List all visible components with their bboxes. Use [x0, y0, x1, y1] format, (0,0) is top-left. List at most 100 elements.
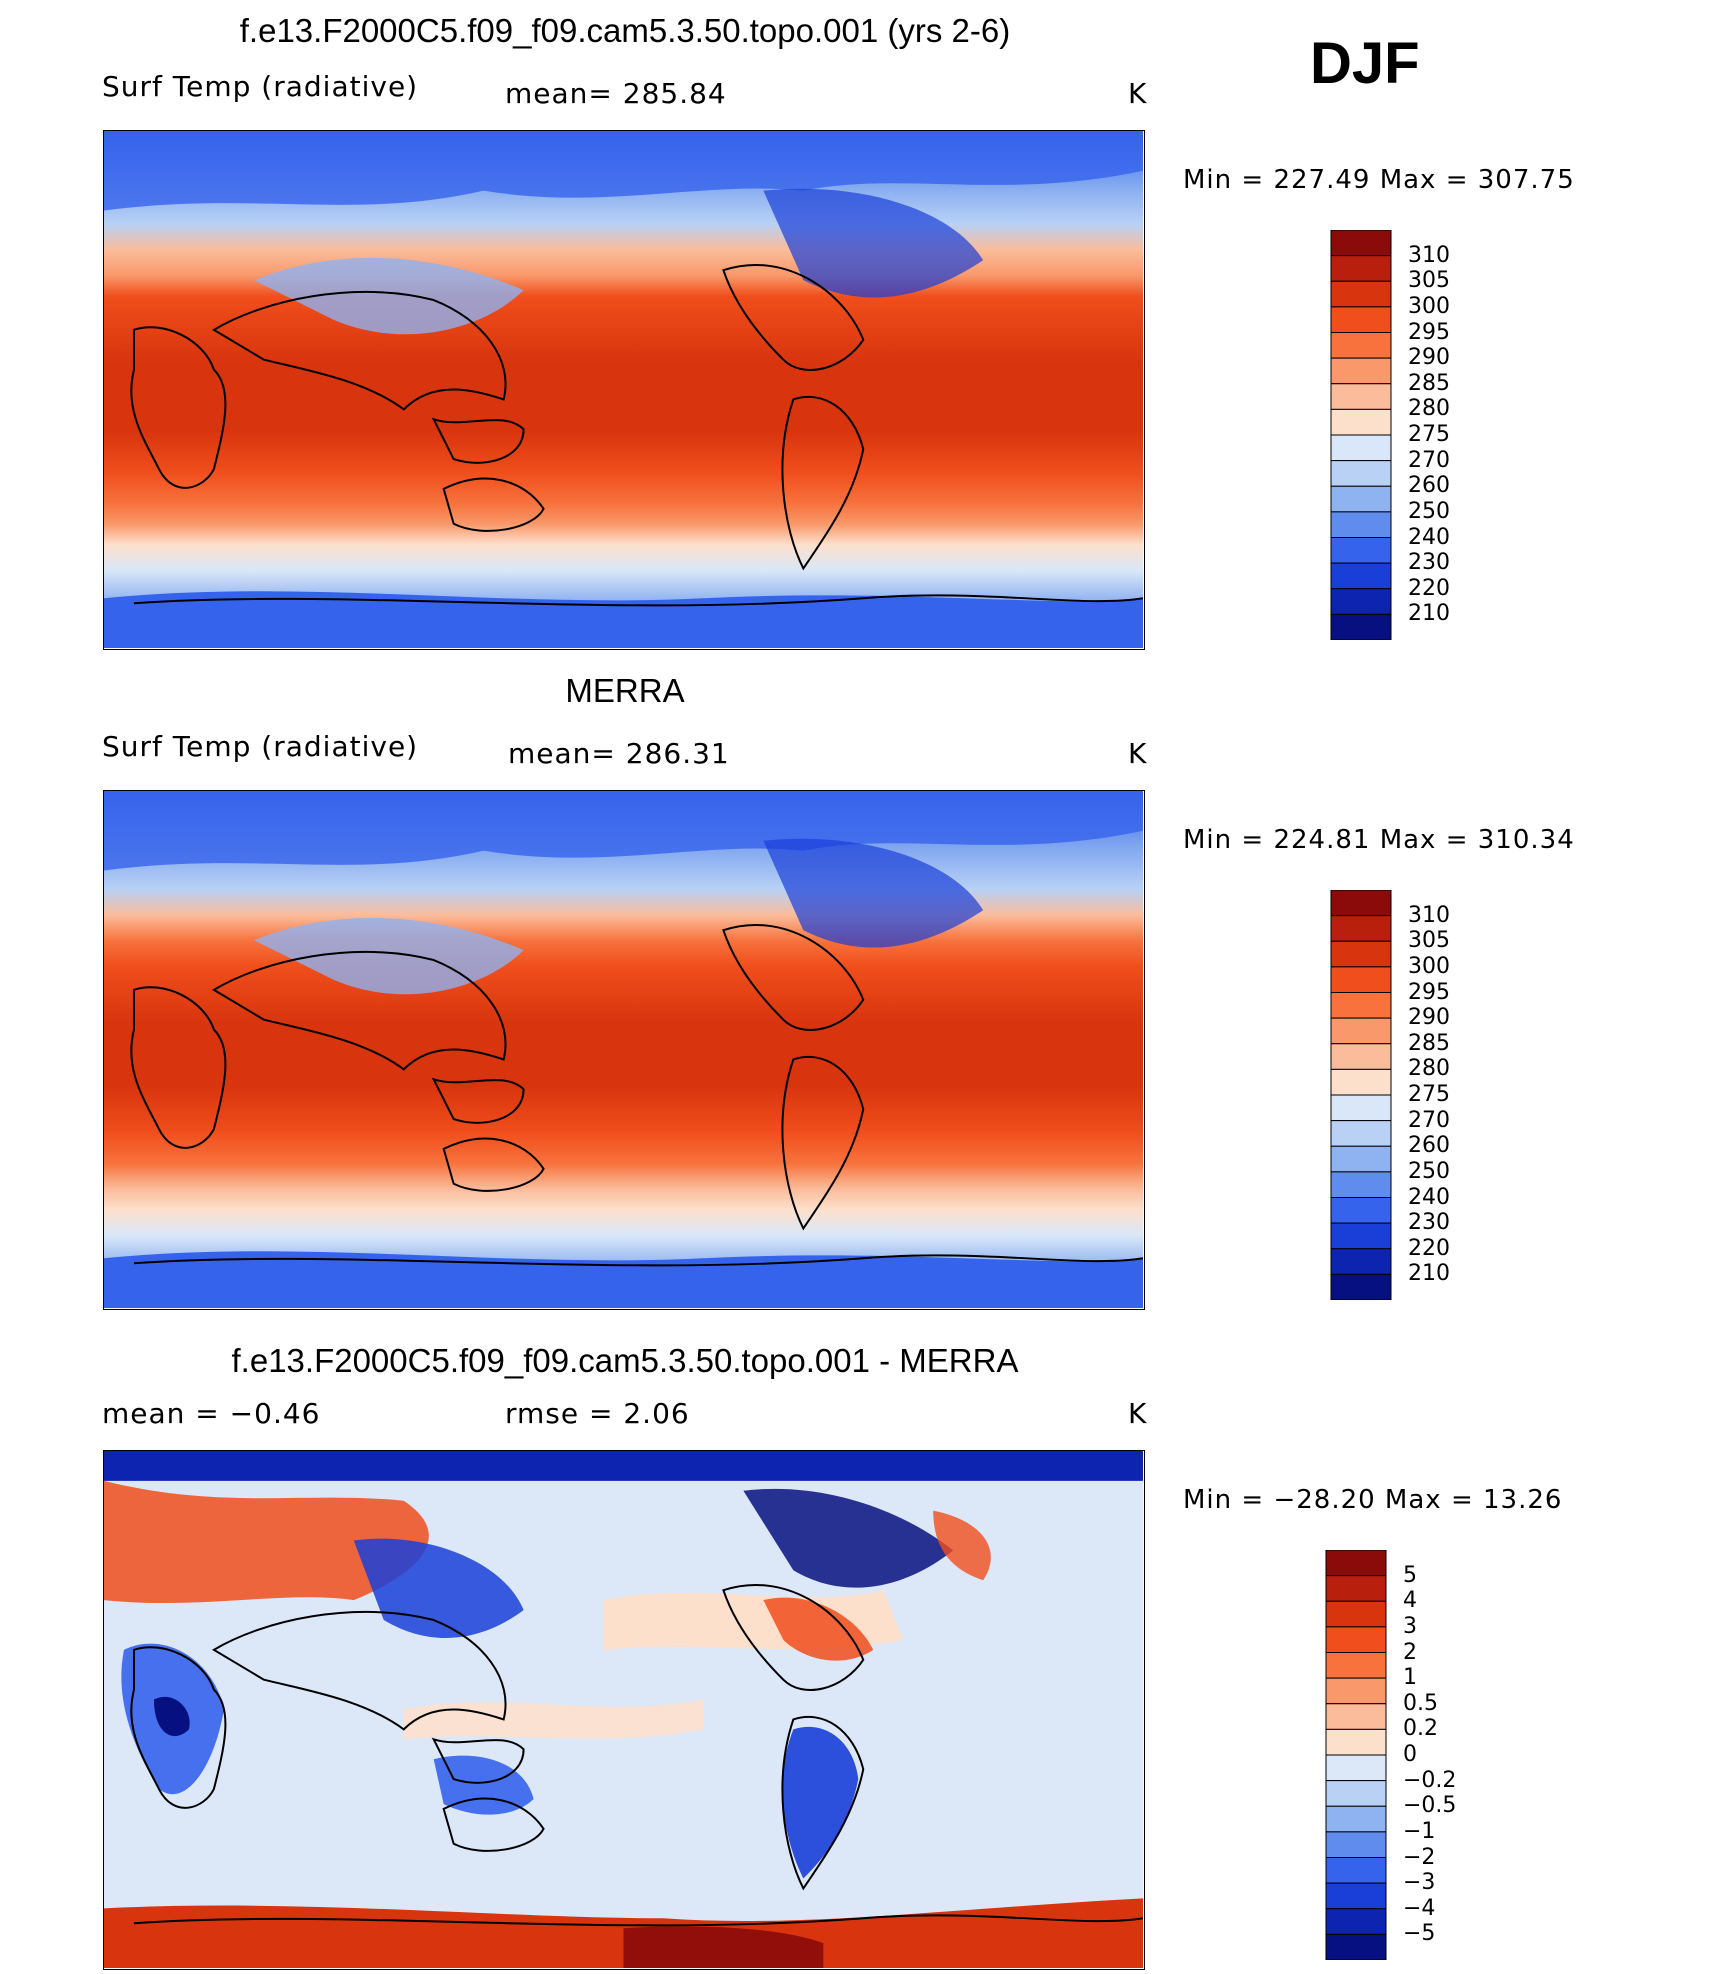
difference-map	[103, 1450, 1145, 1970]
colorbar-swatch	[1330, 511, 1392, 538]
panel-title-diff: f.e13.F2000C5.f09_f09.cam5.3.50.topo.001…	[231, 1342, 1019, 1379]
colorbar-labels-diff: 5 4 3 2 1 0.5 0.2 0 −0.2 −0.5 −1 −2 −3 −4 −5	[1403, 1550, 1483, 1960]
colorbar-swatch	[1325, 1728, 1387, 1756]
colorbar-swatch	[1330, 434, 1392, 462]
colorbar-swatch	[1325, 1677, 1387, 1705]
panel-title-obs: MERRA	[565, 672, 685, 709]
colorbar-tick-label: 210	[1408, 1261, 1450, 1287]
colorbar-labels-model: 310 305 300 295 290 285 280 275 270 260 250 240 230 2…	[1408, 230, 1488, 640]
colorbar-tick-label: 310	[1408, 902, 1450, 928]
colorbar-tick-label: −2	[1403, 1844, 1436, 1870]
colorbar-tick-label: 275	[1408, 1082, 1450, 1107]
colorbar-swatch	[1330, 992, 1392, 1019]
colorbar-swatch	[1330, 255, 1392, 282]
panel-variable-label: Surf Temp (radiative)	[102, 70, 419, 103]
panel-mean-label: mean= 286.31	[508, 737, 730, 770]
colorbar-swatch	[1330, 230, 1392, 257]
colorbar-swatch	[1325, 1805, 1387, 1833]
colorbar-tick-label: 280	[1408, 1056, 1450, 1082]
colorbar-swatch	[1325, 1550, 1387, 1577]
colorbar-swatch	[1330, 383, 1392, 410]
colorbar-swatch	[1330, 966, 1392, 993]
panel-minmax-label: Min = −28.20 Max = 13.26	[1183, 1485, 1563, 1515]
colorbar-swatch	[1325, 1600, 1387, 1628]
colorbar-swatch	[1330, 1068, 1392, 1096]
colorbar-tick-label: 250	[1408, 498, 1450, 524]
panel-mean-label: mean = −0.46	[102, 1397, 321, 1430]
panel-units-label: K	[1128, 737, 1148, 770]
panel-minmax-label: Min = 227.49 Max = 307.75	[1183, 165, 1575, 195]
colorbar-labels-obs: 310 305 300 295 290 285 280 275 270 260 250 240 230 2…	[1408, 890, 1488, 1300]
panel-variable-label: Surf Temp (radiative)	[102, 730, 419, 763]
colorbar-diff	[1325, 1550, 1387, 1960]
colorbar-swatch	[1325, 1831, 1387, 1858]
colorbar-swatch	[1330, 408, 1392, 436]
colorbar-tick-label: 0.2	[1403, 1716, 1438, 1742]
colorbar-tick-label: 280	[1408, 396, 1450, 422]
colorbar-model	[1330, 230, 1392, 640]
colorbar-tick-label: 240	[1408, 1184, 1450, 1210]
colorbar-swatch	[1330, 562, 1392, 590]
colorbar-swatch	[1330, 1197, 1392, 1224]
colorbar-tick-label: 2	[1403, 1639, 1417, 1665]
colorbar-tick-label: 270	[1408, 447, 1450, 473]
colorbar-swatch	[1325, 1882, 1387, 1910]
colorbar-tick-label: 220	[1408, 575, 1450, 601]
colorbar-swatch	[1330, 1171, 1392, 1198]
colorbar-tick-label: 230	[1408, 1210, 1450, 1236]
colorbar-swatch	[1325, 1908, 1387, 1935]
colorbar-tick-label: 250	[1408, 1158, 1450, 1184]
colorbar-swatch	[1325, 1652, 1387, 1679]
panel-units-label: K	[1128, 1397, 1148, 1430]
panel-units-label: K	[1128, 77, 1148, 110]
colorbar-tick-label: −4	[1403, 1895, 1436, 1921]
colorbar-tick-label: 260	[1408, 473, 1450, 499]
colorbar-swatch	[1325, 1626, 1387, 1653]
colorbar-tick-label: 230	[1408, 550, 1450, 576]
colorbar-tick-label: 0.5	[1403, 1690, 1438, 1716]
colorbar-swatch	[1330, 357, 1392, 385]
panel-mean-label: mean= 285.84	[505, 77, 727, 110]
colorbar-tick-label: 1	[1403, 1665, 1417, 1691]
colorbar-tick-label: 285	[1408, 1030, 1450, 1056]
temperature-map-model	[103, 130, 1145, 650]
colorbar-tick-label: 3	[1403, 1613, 1417, 1639]
colorbar-swatch	[1325, 1933, 1387, 1960]
season-label: DJF	[1310, 31, 1420, 96]
colorbar-tick-label: 4	[1403, 1588, 1417, 1614]
colorbar-swatch	[1325, 1857, 1387, 1884]
colorbar-swatch	[1330, 1043, 1392, 1070]
colorbar-tick-label: 260	[1408, 1133, 1450, 1159]
colorbar-swatch	[1330, 613, 1392, 640]
colorbar-tick-label: −3	[1403, 1870, 1436, 1896]
colorbar-tick-label: 295	[1408, 319, 1450, 345]
colorbar-swatch	[1330, 940, 1392, 968]
panel-minmax-label: Min = 224.81 Max = 310.34	[1183, 825, 1575, 855]
colorbar-swatch	[1330, 1273, 1392, 1300]
colorbar-swatch	[1325, 1575, 1387, 1602]
panel-title-model: f.e13.F2000C5.f09_f09.cam5.3.50.topo.001…	[239, 12, 1011, 49]
colorbar-swatch	[1330, 306, 1392, 333]
colorbar-tick-label: 300	[1408, 953, 1450, 979]
colorbar-tick-label: 290	[1408, 1005, 1450, 1031]
colorbar-tick-label: −5	[1403, 1921, 1436, 1947]
colorbar-tick-label: 285	[1408, 370, 1450, 396]
colorbar-obs	[1330, 890, 1392, 1300]
colorbar-swatch	[1330, 280, 1392, 308]
colorbar-swatch	[1330, 1017, 1392, 1045]
colorbar-swatch	[1330, 1248, 1392, 1275]
temperature-map-obs	[103, 790, 1145, 1310]
colorbar-swatch	[1325, 1754, 1387, 1782]
colorbar-swatch	[1330, 485, 1392, 513]
colorbar-tick-label: −1	[1403, 1818, 1436, 1844]
colorbar-swatch	[1330, 332, 1392, 359]
colorbar-swatch	[1330, 588, 1392, 615]
colorbar-swatch	[1325, 1703, 1387, 1730]
colorbar-tick-label: 240	[1408, 524, 1450, 550]
panel-rmse-label: rmse = 2.06	[505, 1397, 690, 1430]
colorbar-tick-label: 270	[1408, 1107, 1450, 1133]
colorbar-swatch	[1330, 460, 1392, 487]
colorbar-tick-label: 210	[1408, 601, 1450, 627]
colorbar-tick-label: 290	[1408, 345, 1450, 371]
colorbar-tick-label: 300	[1408, 293, 1450, 319]
